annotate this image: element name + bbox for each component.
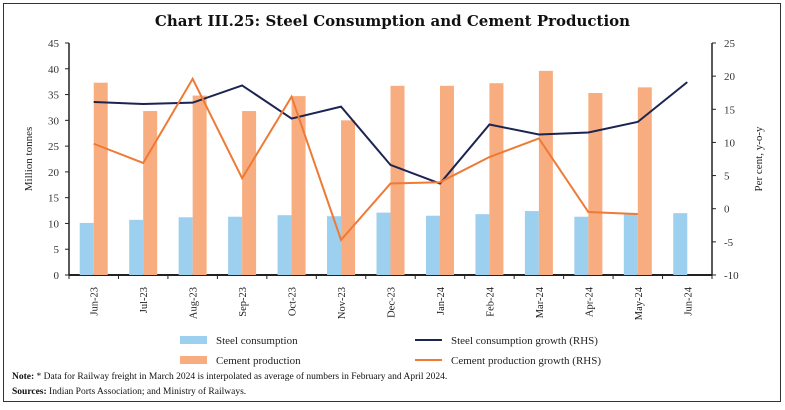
bar-steel-consumption bbox=[376, 212, 391, 275]
bar-steel-consumption bbox=[425, 215, 440, 275]
bar-steel-consumption bbox=[673, 213, 688, 275]
bar-cement-production bbox=[341, 120, 356, 275]
y2-tick-label: 0 bbox=[724, 204, 730, 216]
x-tick-label: Sep-23 bbox=[238, 287, 249, 317]
bar-steel-consumption bbox=[228, 216, 243, 275]
x-tick-label: Dec-23 bbox=[387, 287, 398, 318]
bar-cement-production bbox=[93, 82, 108, 275]
bar-steel-consumption bbox=[524, 211, 539, 275]
legend-swatch bbox=[180, 356, 207, 364]
y-tick-label: 40 bbox=[48, 64, 60, 76]
legend-label: Steel consumption bbox=[216, 335, 298, 347]
y2-tick-label: 5 bbox=[724, 171, 730, 183]
chart-title: Chart III.25: Steel Consumption and Ceme… bbox=[154, 12, 631, 30]
y-tick-label: 5 bbox=[54, 244, 60, 256]
bar-steel-consumption bbox=[178, 217, 193, 275]
y-tick-label: 45 bbox=[48, 38, 60, 50]
x-tick-label: Nov-23 bbox=[337, 287, 348, 319]
note: Note: * Data for Railway freight in Marc… bbox=[12, 372, 447, 382]
y-tick-label: 15 bbox=[48, 193, 60, 205]
legend-swatch bbox=[180, 336, 207, 344]
y-tick-label: 30 bbox=[48, 115, 60, 127]
sources-label: Sources: bbox=[12, 387, 47, 397]
y2-axis-label: Per cent, y-o-y bbox=[753, 126, 765, 192]
x-tick-label: Apr-24 bbox=[584, 286, 595, 317]
y-tick-label: 20 bbox=[48, 167, 60, 179]
note-label: Note: bbox=[12, 372, 35, 382]
bar-steel-consumption bbox=[129, 219, 144, 275]
bar-cement-production bbox=[192, 95, 207, 275]
y-tick-label: 35 bbox=[48, 90, 60, 102]
bar-cement-production bbox=[439, 85, 454, 276]
y-tick-label: 25 bbox=[48, 141, 60, 153]
legend-label: Steel consumption growth (RHS) bbox=[451, 335, 598, 347]
bar-cement-production bbox=[637, 87, 652, 276]
bar-cement-production bbox=[588, 93, 603, 276]
sources: Sources: Indian Ports Association; and M… bbox=[12, 387, 246, 397]
x-tick-label: Mar-24 bbox=[535, 286, 546, 318]
bar-steel-consumption bbox=[574, 216, 589, 275]
bar-steel-consumption bbox=[327, 216, 342, 275]
x-tick-label: May-24 bbox=[634, 286, 645, 320]
y2-tick-label: 20 bbox=[724, 71, 736, 83]
line-cement-production-growth-rhs- bbox=[93, 76, 638, 242]
chart-frame bbox=[3, 3, 781, 402]
bar-steel-consumption bbox=[623, 213, 638, 275]
y2-tick-label: 10 bbox=[724, 137, 736, 149]
x-tick-label: Jun-23 bbox=[90, 287, 101, 316]
bar-steel-consumption bbox=[79, 222, 94, 275]
x-tick-label: Feb-24 bbox=[485, 286, 496, 316]
bar-cement-production bbox=[538, 70, 553, 275]
bar-cement-production bbox=[291, 96, 306, 275]
bar-cement-production bbox=[390, 85, 405, 276]
x-tick-label: Oct-23 bbox=[288, 287, 299, 316]
y2-tick-label: 25 bbox=[724, 38, 736, 50]
x-tick-label: Jun-24 bbox=[683, 286, 694, 315]
y-tick-label: 0 bbox=[54, 270, 60, 282]
y-tick-label: 10 bbox=[48, 218, 60, 230]
bar-cement-production bbox=[242, 111, 257, 275]
sources-text: Indian Ports Association; and Ministry o… bbox=[46, 387, 247, 397]
y-axis-label: Million tonnes bbox=[23, 127, 35, 191]
y2-tick-label: 15 bbox=[724, 104, 736, 116]
y2-tick-label: -10 bbox=[724, 270, 739, 282]
bar-cement-production bbox=[143, 111, 158, 275]
bar-steel-consumption bbox=[475, 214, 490, 275]
legend-label: Cement production bbox=[216, 355, 301, 367]
legend-label: Cement production growth (RHS) bbox=[451, 355, 601, 367]
x-tick-label: Aug-23 bbox=[189, 287, 200, 319]
y2-tick-label: -5 bbox=[724, 237, 734, 249]
x-tick-label: Jan-24 bbox=[436, 286, 447, 315]
note-text: * Data for Railway freight in March 2024… bbox=[34, 372, 448, 382]
x-tick-label: Jul-23 bbox=[139, 287, 150, 313]
bar-steel-consumption bbox=[277, 215, 292, 275]
bar-cement-production bbox=[489, 83, 504, 275]
line-steel-consumption-growth-rhs- bbox=[93, 81, 688, 185]
